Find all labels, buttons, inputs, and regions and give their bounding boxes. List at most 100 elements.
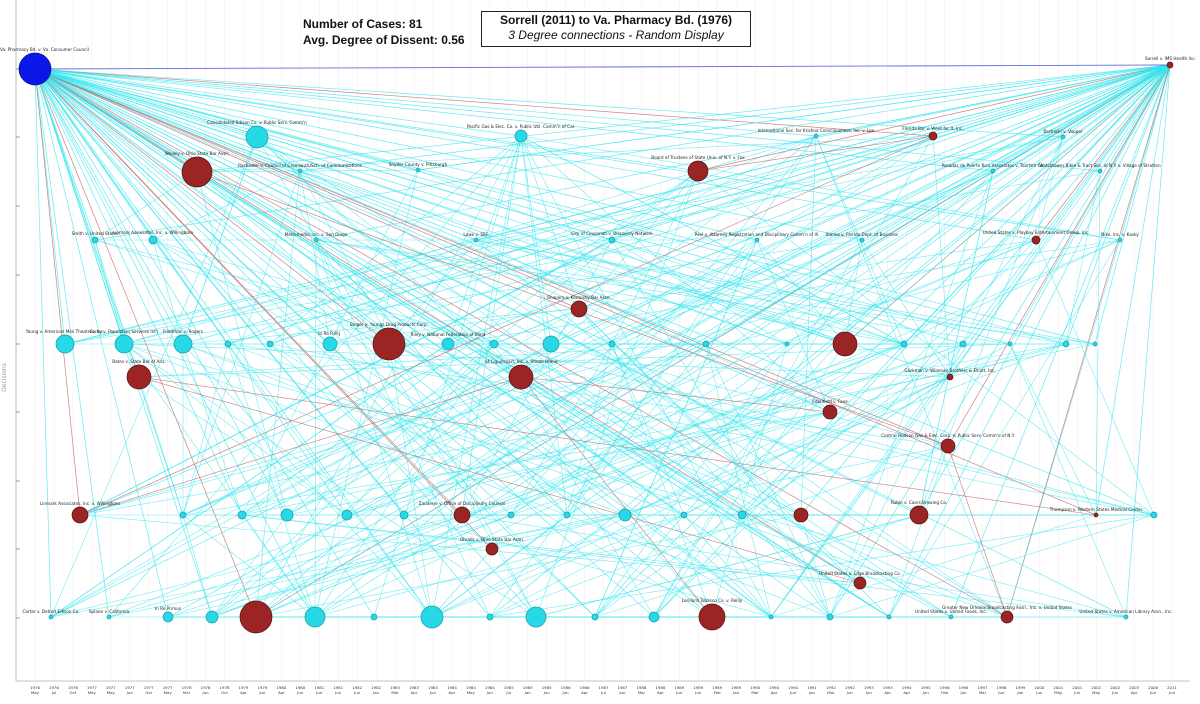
case-node-b2[interactable] <box>237 510 247 520</box>
case-node-a11[interactable] <box>1007 341 1013 347</box>
case-node-b4[interactable] <box>341 509 353 521</box>
x-tick-month: Jun <box>960 690 968 695</box>
case-node-c1[interactable] <box>205 610 219 624</box>
case-node-unitedfoods[interactable] <box>948 614 954 620</box>
case-node-c11[interactable] <box>826 613 834 621</box>
case-node-bolger[interactable] <box>372 327 406 361</box>
case-node-a13[interactable] <box>1092 341 1098 347</box>
case-node-thompson[interactable] <box>1093 512 1099 518</box>
edge-line <box>491 514 626 550</box>
x-tick-year: 2002 <box>1110 685 1120 690</box>
case-node-a5[interactable] <box>608 340 616 348</box>
case-node-peel[interactable] <box>754 237 760 243</box>
case-node-c9[interactable] <box>648 611 660 623</box>
case-node-a2[interactable] <box>266 340 274 348</box>
edge-line <box>550 343 949 447</box>
case-node-linmark[interactable] <box>148 235 158 245</box>
case-node-ibanez[interactable] <box>859 237 865 243</box>
edge-line <box>493 64 1171 345</box>
case-node-a6[interactable] <box>702 340 710 348</box>
case-node-c3[interactable] <box>304 606 326 628</box>
case-node-a8[interactable] <box>832 331 858 357</box>
x-tick-month: Jun <box>543 690 551 695</box>
edge-line <box>447 343 890 618</box>
case-node-c10[interactable] <box>768 614 774 620</box>
x-axis-tick-labels: 1976May1976Jul1976Oct1977May1977May1977J… <box>30 685 1177 695</box>
case-node-sunyfox[interactable] <box>687 160 709 182</box>
case-node-watchtower[interactable] <box>1097 168 1103 174</box>
case-node-bartnicki[interactable] <box>1060 134 1066 140</box>
case-node-coors[interactable] <box>909 505 929 525</box>
case-node-friedman[interactable] <box>173 334 193 354</box>
case-node-c4[interactable] <box>370 613 378 621</box>
case-node-lorillard[interactable] <box>698 603 726 631</box>
case-node-c12[interactable] <box>886 614 892 620</box>
case-node-primus[interactable] <box>162 611 174 623</box>
case-node-kasky[interactable] <box>1117 237 1123 243</box>
case-node-c8[interactable] <box>591 613 599 621</box>
case-node-metromedia[interactable] <box>313 237 319 243</box>
case-node-intsoc[interactable] <box>813 133 819 139</box>
case-node-glickman[interactable] <box>946 373 954 381</box>
case-node-a3[interactable] <box>489 339 499 349</box>
case-node-b9[interactable] <box>680 511 688 519</box>
edge-line <box>138 376 861 584</box>
case-node-c6[interactable] <box>486 613 494 621</box>
case-node-b11[interactable] <box>793 507 809 523</box>
case-node-linmark2[interactable] <box>71 506 89 524</box>
case-node-b6[interactable] <box>507 511 515 519</box>
case-node-edenfield[interactable] <box>822 404 838 420</box>
case-node-c5[interactable] <box>420 605 444 629</box>
case-node-b10[interactable] <box>737 510 747 520</box>
case-node-posadas[interactable] <box>990 168 996 174</box>
x-tick-month: Jun <box>258 690 266 695</box>
case-node-usamerlib[interactable] <box>1123 614 1129 620</box>
case-node-ctrldisc[interactable] <box>940 438 956 454</box>
case-node-b5[interactable] <box>399 510 409 520</box>
x-tick-year: 1993 <box>883 685 893 690</box>
case-node-lowe[interactable] <box>473 237 479 243</box>
case-node-consol[interactable] <box>245 125 269 149</box>
case-node-a1[interactable] <box>224 340 232 348</box>
case-node-a7[interactable] <box>784 341 790 347</box>
case-node-b1[interactable] <box>179 511 187 519</box>
case-node-va[interactable] <box>18 52 52 86</box>
case-node-rochester[interactable] <box>297 168 303 174</box>
case-node-carter[interactable] <box>48 614 54 620</box>
case-node-riley[interactable] <box>441 337 455 351</box>
case-node-youngs[interactable] <box>55 334 75 354</box>
case-node-zauderer[interactable] <box>453 506 471 524</box>
case-node-sorrell[interactable] <box>1166 61 1174 69</box>
edge-line <box>34 68 626 516</box>
case-node-splane[interactable] <box>106 614 112 620</box>
case-node-b12[interactable] <box>1150 511 1158 519</box>
case-node-pacgas[interactable] <box>514 129 528 143</box>
edge-line <box>241 343 552 516</box>
case-node-rmj[interactable] <box>322 336 338 352</box>
case-node-bates[interactable] <box>126 364 152 390</box>
case-node-greaterno[interactable] <box>1000 610 1014 624</box>
edge-line <box>211 343 495 618</box>
case-node-usplay[interactable] <box>1031 235 1041 245</box>
case-node-flabar[interactable] <box>928 131 938 141</box>
case-node-smith[interactable] <box>91 236 99 244</box>
case-node-c2[interactable] <box>239 600 273 634</box>
case-node-snyder[interactable] <box>415 167 421 173</box>
case-node-ohralik[interactable] <box>485 542 499 556</box>
case-node-a10[interactable] <box>959 340 967 348</box>
case-node-44liquor[interactable] <box>508 364 534 390</box>
case-node-carey[interactable] <box>114 334 134 354</box>
case-node-b3[interactable] <box>280 508 294 522</box>
case-node-a9[interactable] <box>900 340 908 348</box>
x-tick-year: 1993 <box>864 685 874 690</box>
x-tick-month: Jun <box>1149 690 1157 695</box>
case-node-b7[interactable] <box>563 511 571 519</box>
case-node-cincy[interactable] <box>608 236 616 244</box>
case-node-wooley[interactable] <box>181 156 213 188</box>
case-node-b8[interactable] <box>618 508 632 522</box>
case-node-shapero[interactable] <box>570 300 588 318</box>
case-node-a4[interactable] <box>542 335 560 353</box>
case-node-usedge[interactable] <box>853 576 867 590</box>
case-node-c7[interactable] <box>525 606 547 628</box>
case-node-a12[interactable] <box>1062 340 1070 348</box>
